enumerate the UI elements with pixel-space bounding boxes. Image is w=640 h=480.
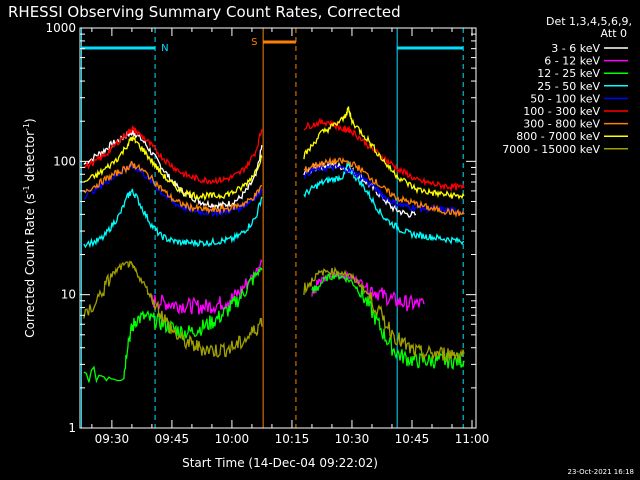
y-axis-label-main: Corrected Count Rate (s [23, 193, 37, 337]
y-tick-label: 100 [53, 154, 76, 168]
x-axis-label: Start Time (14-Dec-04 09:22:02) [182, 456, 378, 470]
legend-label-7: 800 - 7000 keV [516, 130, 600, 143]
footer-timestamp: 23-Oct-2021 16:18 [568, 468, 634, 476]
legend-label-8: 7000 - 15000 keV [502, 143, 600, 156]
legend-header-2: Att 0 [601, 27, 627, 40]
axes: 09:30 09:45 10:00 10:15 10:30 10:45 11:00 1 10 10… [45, 21, 489, 446]
legend-label-6: 300 - 800 keV [523, 118, 600, 131]
y-axis-label-sup2: -1 [22, 123, 31, 131]
x-tick-label: 10:30 [335, 432, 370, 446]
legend-label-3: 25 - 50 keV [537, 80, 600, 93]
plot-frame [79, 27, 477, 429]
x-tick-label: 09:45 [155, 432, 190, 446]
x-tick-label: 11:00 [455, 432, 490, 446]
y-axis-label-mid: detector [23, 131, 37, 186]
legend-label-5: 100 - 300 keV [523, 105, 600, 118]
series-line-1 [151, 258, 425, 315]
x-tick-label: 09:30 [95, 432, 130, 446]
night-label: N [161, 43, 168, 54]
legend-label-1: 6 - 12 keV [544, 55, 600, 68]
series-line-7 [83, 106, 465, 202]
y-tick-label: 1 [68, 421, 76, 435]
legend-label-2: 12 - 25 keV [537, 67, 600, 80]
legend-label-4: 50 - 100 keV [530, 92, 600, 105]
x-tick-label: 10:45 [395, 432, 430, 446]
series-line-3 [83, 160, 465, 249]
legend-label-0: 3 - 6 keV [551, 42, 600, 55]
legend-header-1: Det 1,3,4,5,6,9, [546, 15, 632, 28]
x-tick-label: 10:00 [215, 432, 250, 446]
series-line-8 [83, 260, 465, 363]
chart-title: RHESSI Observing Summary Count Rates, Co… [8, 3, 401, 21]
x-tick-label: 10:15 [275, 432, 310, 446]
y-axis-label: Corrected Count Rate (s-1 detector-1) [22, 118, 37, 337]
series-line-6 [83, 156, 465, 219]
y-axis-label-end: ) [23, 118, 37, 123]
y-tick-label: 1000 [45, 21, 76, 35]
annotations: NS [80, 28, 464, 428]
saa-label: S [251, 37, 257, 48]
series-layer [83, 106, 465, 384]
y-tick-label: 10 [61, 288, 76, 302]
y-axis-label-sup1: -1 [22, 185, 31, 193]
